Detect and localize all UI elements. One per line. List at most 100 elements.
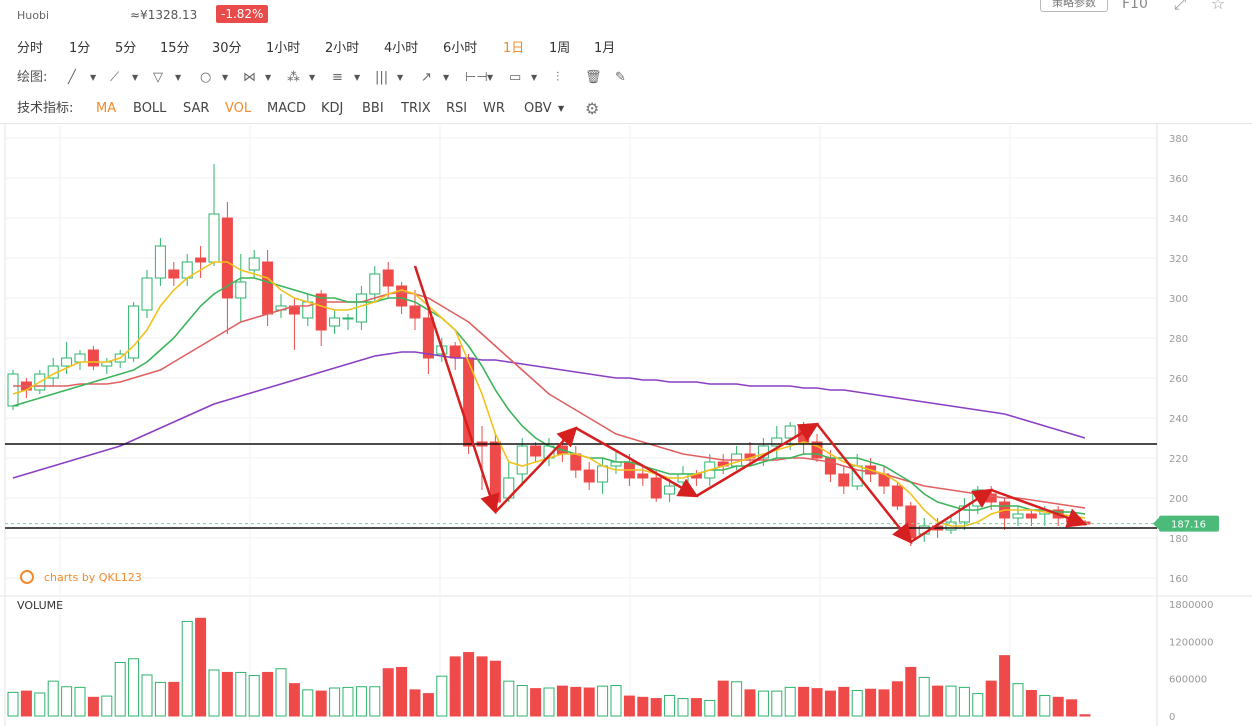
settings-gear-icon[interactable]: ⚙ [585,99,600,118]
volume-bar [315,690,327,717]
fib-tool-icon[interactable]: ⟋ [110,70,120,85]
indicator-kdj[interactable]: KDJ [321,101,344,116]
volume-bar [114,661,126,717]
trend-arrow [575,426,699,498]
volume-bar [463,652,475,717]
indicator-macd[interactable]: MACD [267,101,306,116]
arrow-tool-icon[interactable]: ↗ [421,70,432,85]
watermark-text: charts by QKL123 [44,570,142,584]
f10-button[interactable]: F10 [1122,0,1148,12]
candle-body [1025,513,1037,519]
y-tick-label: 320 [1169,254,1188,265]
y-tick-label: 200 [1169,494,1188,505]
ma-green-line [12,277,1086,515]
volume-bar [731,681,743,717]
candle-body [369,273,381,295]
y-tick-label: 260 [1169,374,1188,385]
line-tool-icon[interactable]: ╱ [68,70,76,85]
timeframe-3[interactable]: 15分 [160,41,190,56]
candle-body [771,437,783,447]
timeframe-8[interactable]: 6小时 [443,41,478,56]
toolbar-divider [0,123,1252,124]
volume-bar [1025,689,1037,717]
volume-bar [248,675,260,717]
dropdown-caret-icon[interactable]: ▼ [90,73,97,82]
candle-body [315,293,327,331]
volume-bar [543,687,555,717]
timeframe-9[interactable]: 1日 [503,41,525,56]
candle-body [422,317,434,359]
volume-bar [34,692,46,717]
trend-arrow [413,265,500,515]
indicator-bar: 技术指标: MA BOLL SAR VOL MACD KDJ BBI TRIX RSI WR OBV… [0,94,1252,124]
volume-bar [570,686,582,717]
candle-body [811,441,823,459]
eraser-icon[interactable]: ✎ [615,70,626,85]
dropdown-caret-icon[interactable]: ▼ [309,73,316,82]
candle-body [87,349,99,367]
range-tool-icon[interactable]: ⊢⊣ [465,70,488,85]
indicator-obv[interactable]: OBV [524,101,552,116]
dropdown-caret-icon[interactable]: ▼ [222,73,229,82]
indicator-trix[interactable]: TRIX [401,101,431,116]
volume-tick-label: 600000 [1169,675,1207,686]
timeframe-1[interactable]: 1分 [69,41,91,56]
dropdown-caret-icon[interactable]: ▼ [443,73,450,82]
timeframe-11[interactable]: 1月 [594,41,616,56]
dropdown-caret-icon[interactable]: ▼ [265,73,272,82]
timeframe-10[interactable]: 1周 [549,41,571,56]
volume-bar [369,686,381,717]
timeframe-0[interactable]: 分时 [17,41,44,56]
volume-bar [771,690,783,717]
volume-bar [1012,683,1024,717]
dropdown-caret-icon[interactable]: ▼ [175,73,182,82]
change-badge: -1.82% [216,5,269,23]
candle-tool-icon[interactable]: ⫶ [556,70,560,85]
comment-tool-icon[interactable]: ▭ [509,70,522,85]
indicator-vol[interactable]: VOL [225,101,252,116]
candle-body [489,441,501,503]
triangle-tool-icon[interactable]: ▽ [153,70,163,85]
volume-bar [208,669,220,717]
indicator-boll[interactable]: BOLL [133,101,167,116]
star-icon[interactable]: ☆ [1210,0,1226,13]
dropdown-caret-icon[interactable]: ▼ [132,73,139,82]
strategy-settings-button[interactable]: 策略参数 [1040,0,1108,12]
ma-yellow-line [12,261,1086,527]
volume-bar [972,693,984,717]
volume-bar [556,685,568,717]
obv-dropdown-icon[interactable]: ▼ [558,104,565,113]
candle-body [530,445,542,457]
indicator-wr[interactable]: WR [483,101,505,116]
timeframe-6[interactable]: 2小时 [325,41,360,56]
bars-tool-icon[interactable]: ||| [375,70,389,85]
timeframe-bar: 分时 1分 5分 15分 30分 1小时 2小时 4小时 6小时 1日 1周 1月 [0,34,1252,64]
pattern-tool-icon[interactable]: ⋈ [243,70,256,85]
volume-bar [865,688,877,717]
dropdown-caret-icon[interactable]: ▼ [531,73,538,82]
indicator-rsi[interactable]: RSI [446,101,468,116]
timeframe-7[interactable]: 4小时 [384,41,419,56]
volume-bar [74,686,86,717]
dropdown-caret-icon[interactable]: ▼ [397,73,404,82]
timeframe-2[interactable]: 5分 [115,41,137,56]
volume-bar [221,671,233,717]
trash-icon[interactable]: 🗑 [585,70,602,85]
text-tool-icon[interactable]: ≡ [332,70,343,85]
dropdown-caret-icon[interactable]: ▼ [354,73,361,82]
volume-bar [744,689,756,717]
volume-bar [945,685,957,717]
volume-bar [128,658,140,717]
indicator-bbi[interactable]: BBI [362,101,384,116]
dropdown-caret-icon[interactable]: ▼ [487,73,494,82]
indicator-ma[interactable]: MA [96,101,117,116]
timeframe-4[interactable]: 30分 [212,41,242,56]
fullscreen-icon[interactable]: ⤢ [1173,0,1187,13]
indicator-sar[interactable]: SAR [183,101,210,116]
timeframe-5[interactable]: 1小时 [266,41,301,56]
indicators-label: 技术指标: [17,101,74,116]
cluster-tool-icon[interactable]: ⁂ [287,70,300,85]
circle-tool-icon[interactable]: ○ [200,70,212,85]
volume-bar [101,695,113,717]
